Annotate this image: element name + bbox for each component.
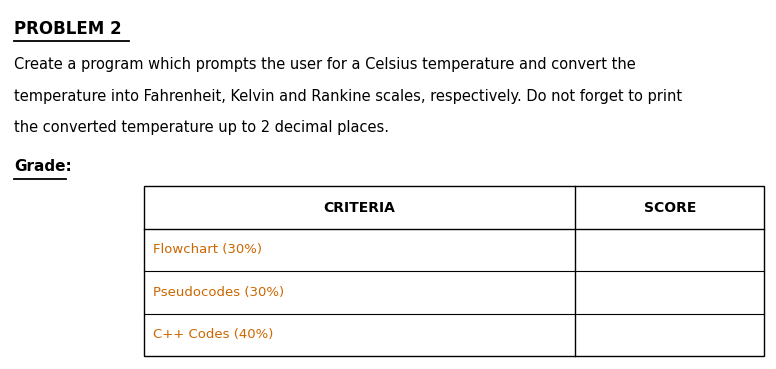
Text: Create a program which prompts the user for a Celsius temperature and convert th: Create a program which prompts the user … — [14, 57, 636, 72]
Text: PROBLEM 2: PROBLEM 2 — [14, 20, 122, 38]
Text: Flowchart (30%): Flowchart (30%) — [153, 244, 262, 256]
Text: Pseudocodes (30%): Pseudocodes (30%) — [153, 286, 284, 299]
Text: SCORE: SCORE — [643, 201, 696, 214]
Text: CRITERIA: CRITERIA — [324, 201, 395, 214]
Text: the converted temperature up to 2 decimal places.: the converted temperature up to 2 decima… — [14, 120, 389, 135]
Bar — [144, 186, 764, 356]
Text: temperature into Fahrenheit, Kelvin and Rankine scales, respectively. Do not for: temperature into Fahrenheit, Kelvin and … — [14, 89, 682, 104]
Text: C++ Codes (40%): C++ Codes (40%) — [153, 328, 273, 341]
Text: Grade:: Grade: — [14, 159, 71, 174]
